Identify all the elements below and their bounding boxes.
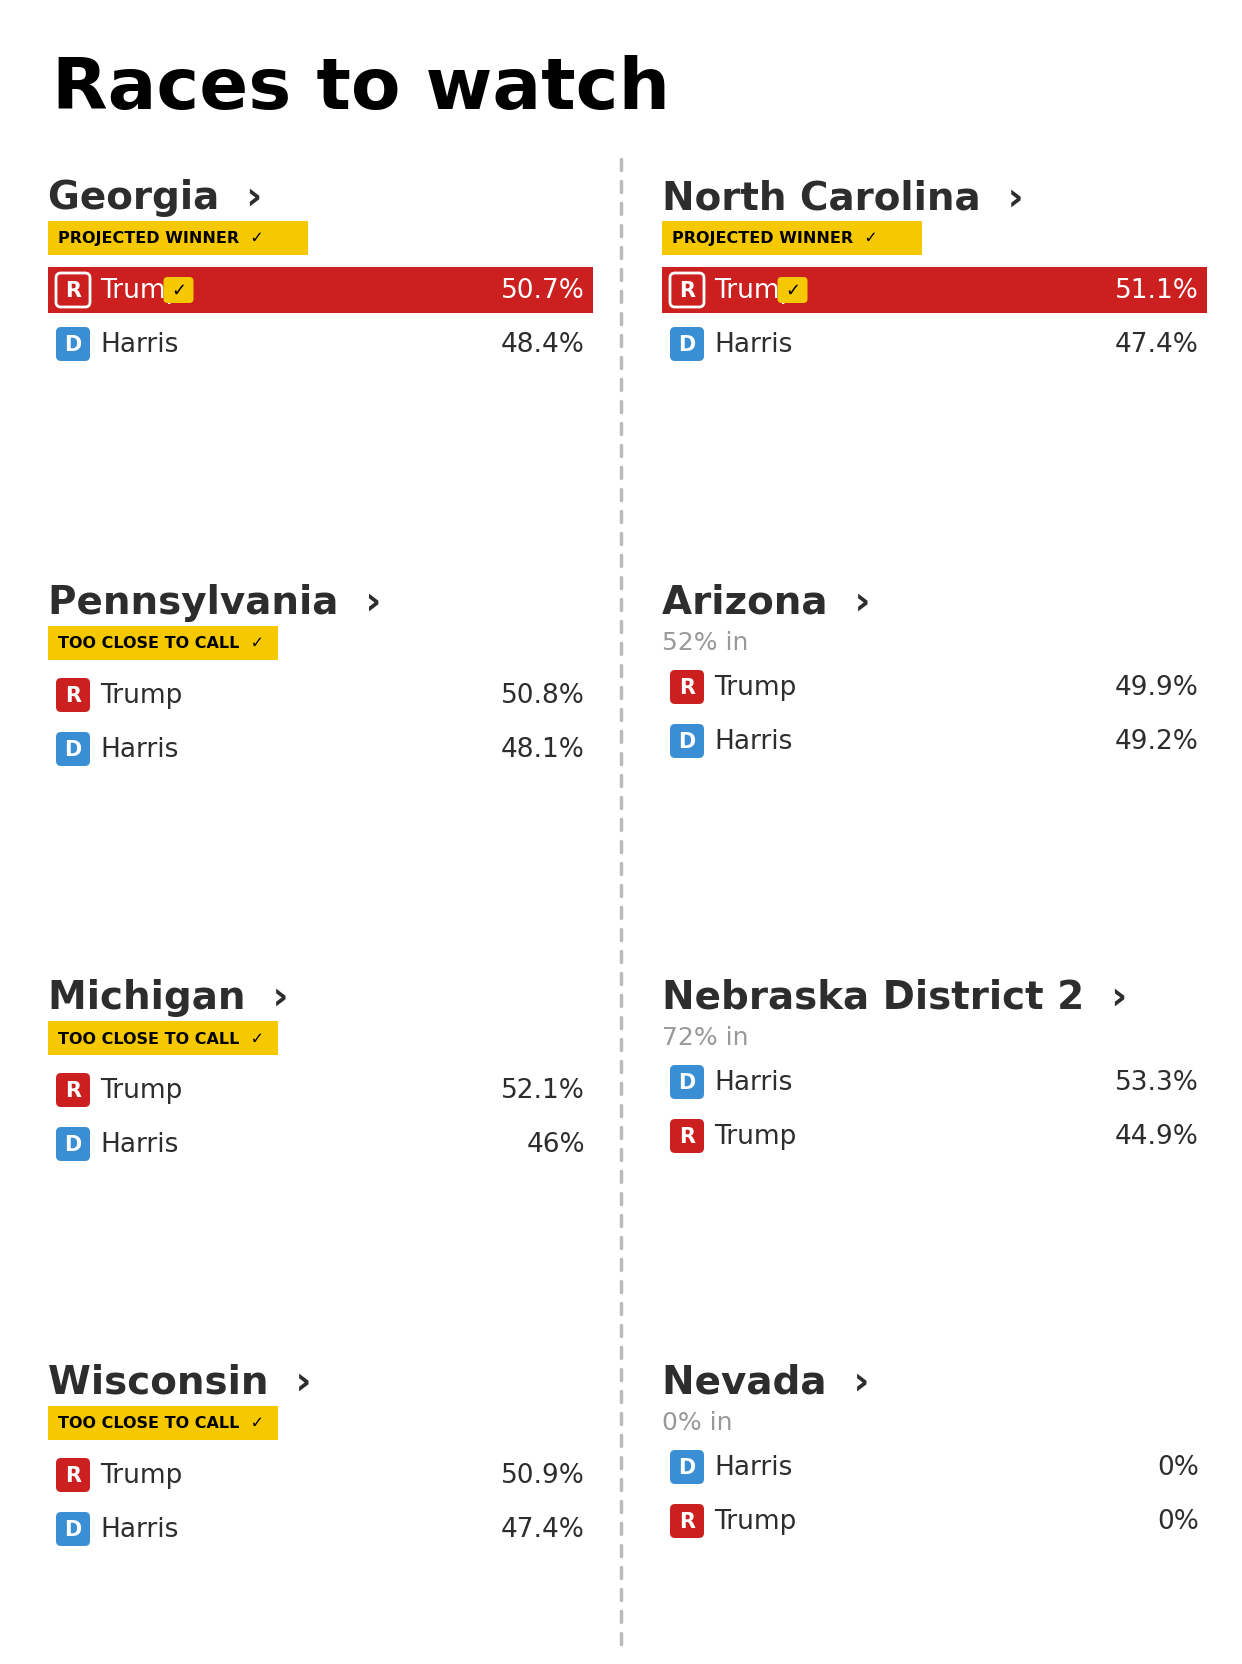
Text: 48.1%: 48.1% xyxy=(501,737,585,762)
FancyBboxPatch shape xyxy=(164,278,194,305)
Text: Arizona  ›: Arizona › xyxy=(662,584,871,622)
Text: Georgia  ›: Georgia › xyxy=(48,180,262,216)
Text: Trump: Trump xyxy=(714,1123,796,1150)
Text: Harris: Harris xyxy=(714,1454,792,1479)
Text: Michigan  ›: Michigan › xyxy=(48,978,288,1017)
Text: D: D xyxy=(678,334,696,354)
FancyBboxPatch shape xyxy=(56,1073,89,1107)
FancyBboxPatch shape xyxy=(669,671,704,704)
Text: Pennsylvania  ›: Pennsylvania › xyxy=(48,584,381,622)
FancyBboxPatch shape xyxy=(669,724,704,759)
FancyBboxPatch shape xyxy=(56,275,89,308)
Text: 47.4%: 47.4% xyxy=(1115,331,1199,358)
Text: Trump: Trump xyxy=(101,682,183,709)
Text: D: D xyxy=(678,732,696,752)
Text: 50.9%: 50.9% xyxy=(501,1463,585,1488)
FancyBboxPatch shape xyxy=(669,1449,704,1484)
FancyBboxPatch shape xyxy=(777,278,807,305)
Text: North Carolina  ›: North Carolina › xyxy=(662,180,1023,216)
FancyBboxPatch shape xyxy=(669,1120,704,1153)
Text: R: R xyxy=(679,677,696,697)
Text: R: R xyxy=(65,1080,81,1100)
Bar xyxy=(48,627,278,661)
FancyBboxPatch shape xyxy=(56,328,89,361)
Text: ✓: ✓ xyxy=(785,281,800,300)
Text: ✓: ✓ xyxy=(171,281,186,300)
Text: D: D xyxy=(65,739,82,759)
Text: D: D xyxy=(678,1072,696,1092)
Text: Trump: Trump xyxy=(101,1077,183,1103)
Text: Harris: Harris xyxy=(101,331,179,358)
Text: R: R xyxy=(679,1511,696,1531)
Text: PROJECTED WINNER  ✓: PROJECTED WINNER ✓ xyxy=(58,231,263,246)
Bar xyxy=(662,268,1207,314)
Text: Trump: Trump xyxy=(101,1463,183,1488)
Text: Races to watch: Races to watch xyxy=(52,55,669,123)
Text: Harris: Harris xyxy=(714,331,792,358)
Text: D: D xyxy=(65,1519,82,1539)
Text: TOO CLOSE TO CALL  ✓: TOO CLOSE TO CALL ✓ xyxy=(58,1032,265,1047)
Text: Harris: Harris xyxy=(714,1070,792,1095)
Text: 48.4%: 48.4% xyxy=(501,331,585,358)
Text: Trump: Trump xyxy=(714,278,796,305)
Text: R: R xyxy=(679,281,696,301)
FancyBboxPatch shape xyxy=(669,328,704,361)
Bar xyxy=(48,1406,278,1439)
Text: R: R xyxy=(679,1127,696,1146)
Text: 52.1%: 52.1% xyxy=(501,1077,585,1103)
FancyBboxPatch shape xyxy=(669,1504,704,1538)
Text: Trump: Trump xyxy=(101,278,183,305)
Text: D: D xyxy=(65,334,82,354)
Text: R: R xyxy=(65,281,81,301)
Text: Nevada  ›: Nevada › xyxy=(662,1363,869,1401)
Text: 49.9%: 49.9% xyxy=(1115,674,1199,701)
Text: R: R xyxy=(65,1464,81,1484)
Text: PROJECTED WINNER  ✓: PROJECTED WINNER ✓ xyxy=(672,231,878,246)
Text: D: D xyxy=(678,1458,696,1478)
Bar xyxy=(48,1022,278,1055)
Text: Harris: Harris xyxy=(714,729,792,754)
Text: 50.7%: 50.7% xyxy=(501,278,585,305)
FancyBboxPatch shape xyxy=(56,1458,89,1493)
Text: Nebraska District 2  ›: Nebraska District 2 › xyxy=(662,978,1128,1017)
Bar xyxy=(48,268,592,314)
Bar xyxy=(662,221,922,256)
FancyBboxPatch shape xyxy=(669,1065,704,1100)
Text: TOO CLOSE TO CALL  ✓: TOO CLOSE TO CALL ✓ xyxy=(58,1416,265,1431)
Text: 0%: 0% xyxy=(1158,1508,1199,1534)
Text: 47.4%: 47.4% xyxy=(501,1516,585,1543)
Text: Trump: Trump xyxy=(714,674,796,701)
Text: D: D xyxy=(65,1135,82,1155)
Text: 50.8%: 50.8% xyxy=(501,682,585,709)
Text: 44.9%: 44.9% xyxy=(1115,1123,1199,1150)
Text: TOO CLOSE TO CALL  ✓: TOO CLOSE TO CALL ✓ xyxy=(58,636,265,651)
Text: 46%: 46% xyxy=(527,1132,585,1156)
FancyBboxPatch shape xyxy=(56,1127,89,1161)
Text: 0%: 0% xyxy=(1158,1454,1199,1479)
FancyBboxPatch shape xyxy=(56,732,89,767)
Text: 72% in: 72% in xyxy=(662,1025,749,1050)
Text: Harris: Harris xyxy=(101,737,179,762)
Text: Harris: Harris xyxy=(101,1132,179,1156)
Text: 49.2%: 49.2% xyxy=(1115,729,1199,754)
Text: 51.1%: 51.1% xyxy=(1115,278,1199,305)
FancyBboxPatch shape xyxy=(669,275,704,308)
Text: Harris: Harris xyxy=(101,1516,179,1543)
FancyBboxPatch shape xyxy=(56,679,89,712)
Text: Trump: Trump xyxy=(714,1508,796,1534)
Text: 52% in: 52% in xyxy=(662,631,749,654)
Text: Wisconsin  ›: Wisconsin › xyxy=(48,1363,312,1401)
Bar xyxy=(48,221,308,256)
Text: R: R xyxy=(65,686,81,706)
Text: 53.3%: 53.3% xyxy=(1115,1070,1199,1095)
Text: 0% in: 0% in xyxy=(662,1409,733,1434)
FancyBboxPatch shape xyxy=(56,1513,89,1546)
